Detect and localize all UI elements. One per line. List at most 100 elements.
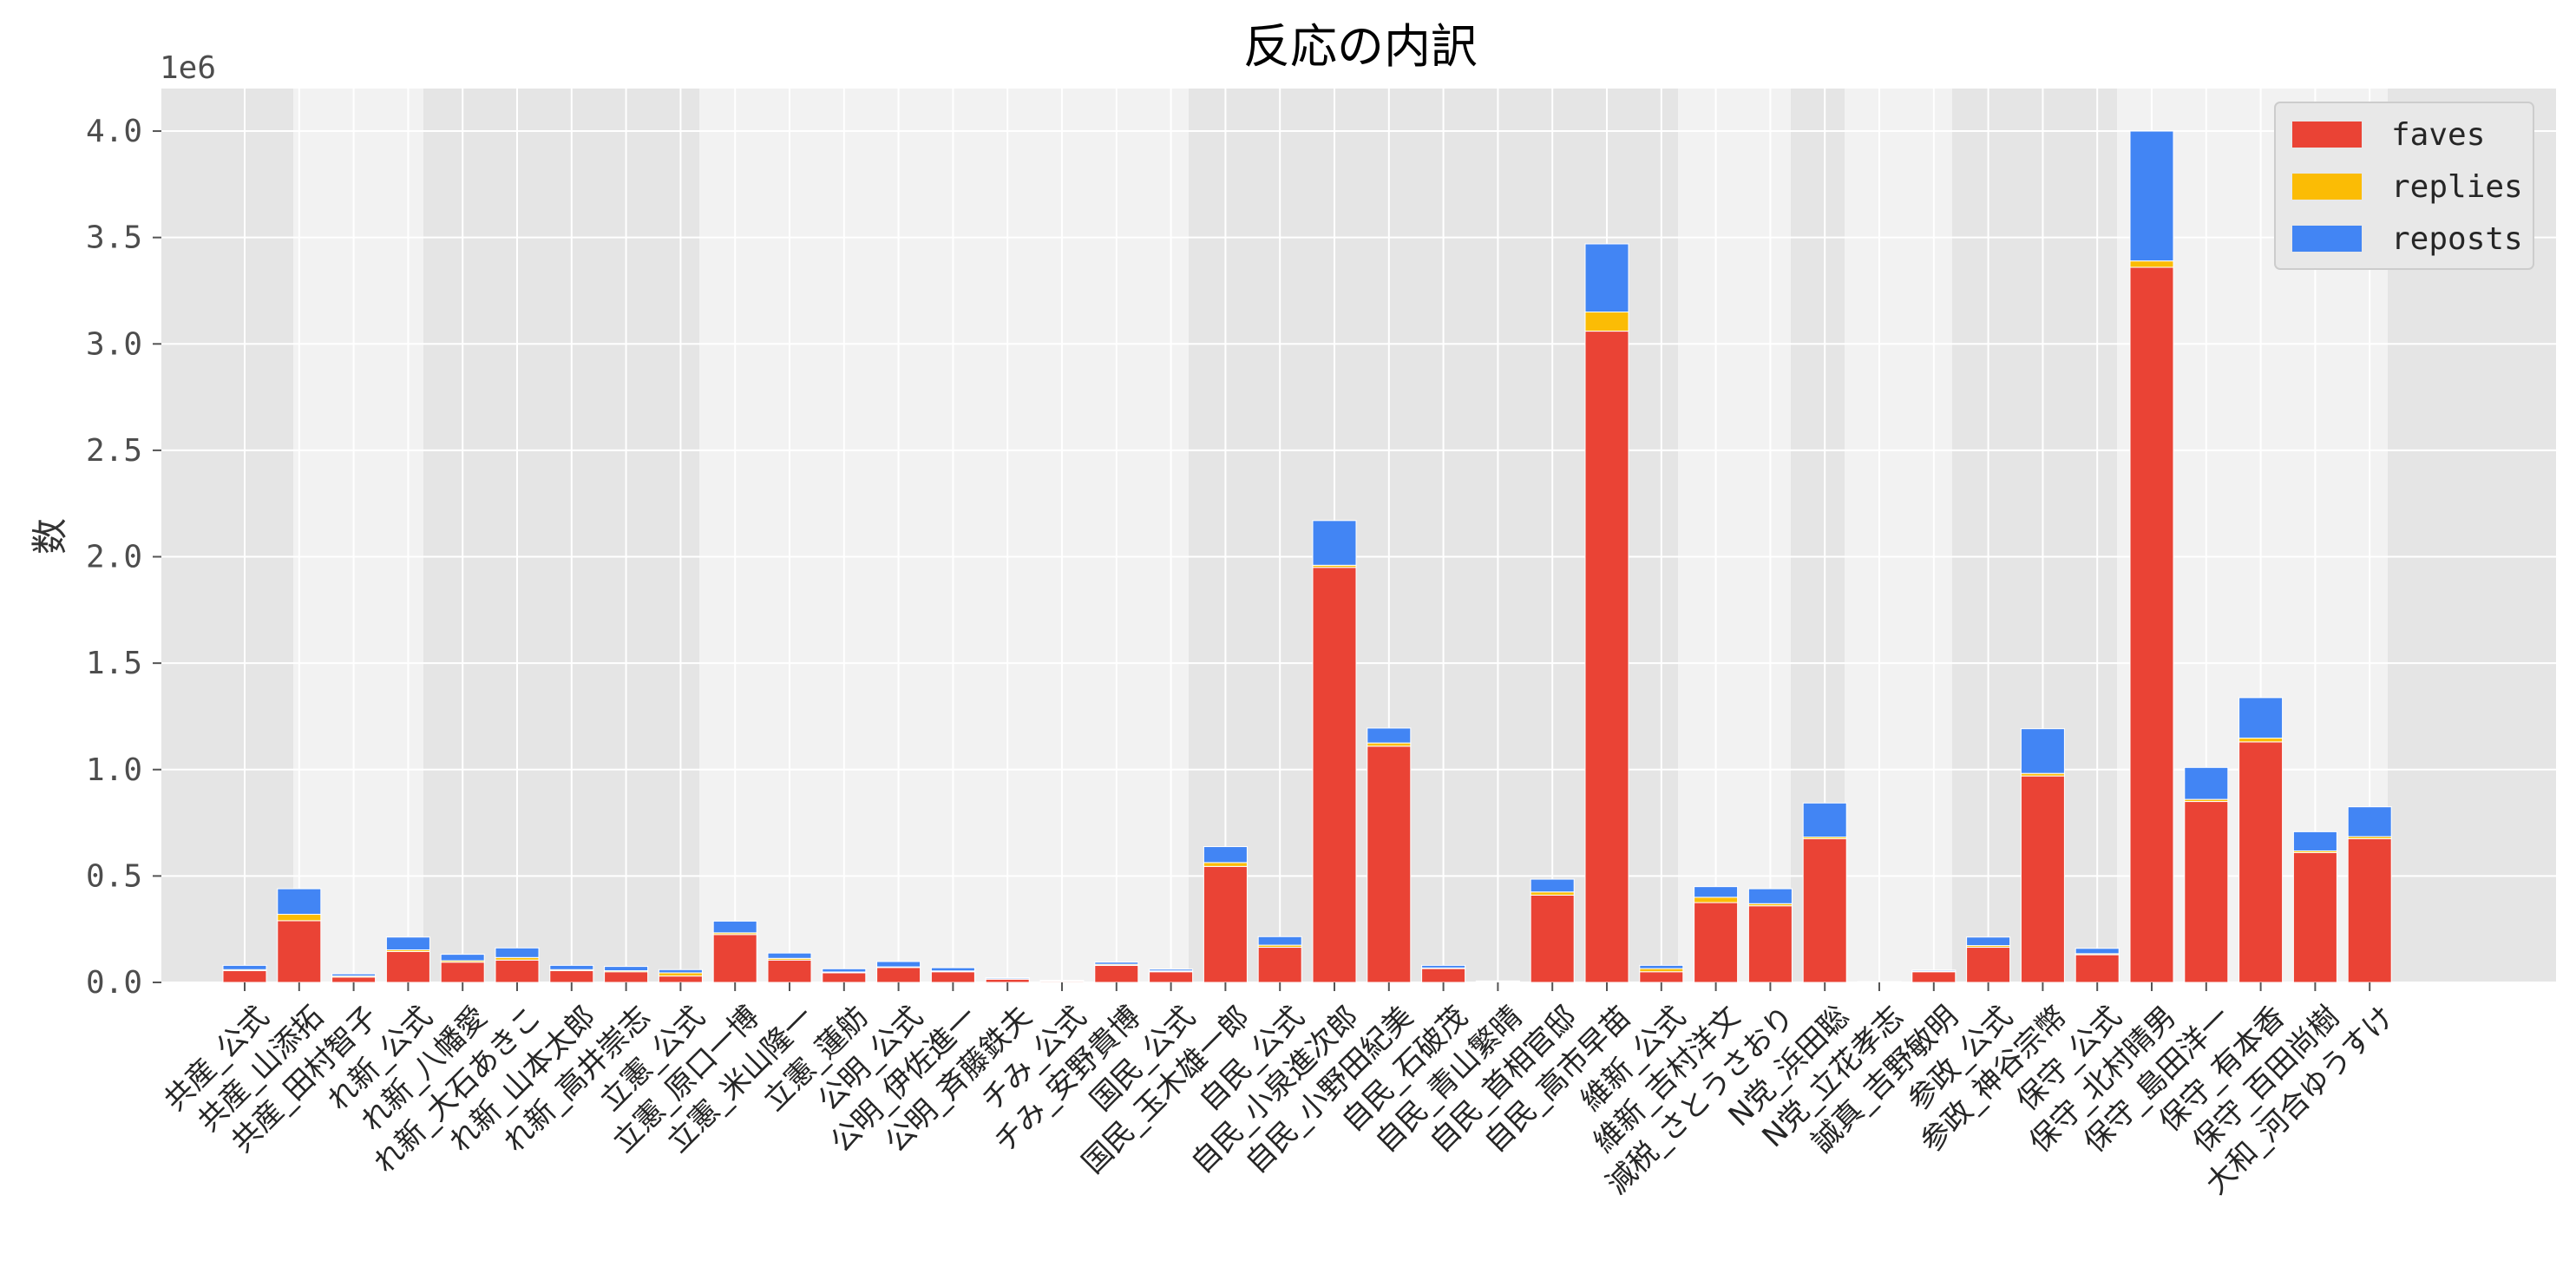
bar-reposts-28: [1747, 888, 1793, 904]
bar-faves-38: [2292, 851, 2337, 983]
y-tick-label: 3.5: [86, 220, 142, 256]
bar-reposts-22: [1421, 964, 1466, 969]
bar-faves-12: [876, 967, 921, 983]
y-axis-label: 数: [29, 518, 71, 555]
bar-reposts-26: [1639, 964, 1684, 969]
legend: faves replies reposts: [2274, 102, 2534, 270]
bar-faves-4: [440, 962, 485, 983]
y-offset-label: 1e6: [160, 50, 216, 86]
bar-faves-14: [985, 978, 1030, 983]
bar-reposts-12: [876, 961, 921, 968]
bar-reposts-5: [495, 947, 540, 958]
y-tick-label: 1.5: [86, 646, 142, 681]
bar-reposts-21: [1367, 727, 1412, 744]
y-tick-label: 4.0: [86, 114, 142, 149]
bar-reposts-25: [1584, 243, 1629, 312]
bar-faves-25: [1584, 331, 1629, 983]
legend-swatch-reposts: [2292, 226, 2362, 252]
bar-reposts-7: [604, 966, 649, 972]
bar-faves-21: [1367, 745, 1412, 983]
shading-band: [1678, 89, 1791, 982]
bar-reposts-20: [1312, 520, 1357, 566]
bar-faves-8: [658, 975, 703, 983]
bar-faves-33: [2020, 775, 2065, 983]
bar-reposts-35: [2129, 130, 2174, 262]
bar-reposts-11: [822, 968, 867, 973]
bar-reposts-8: [658, 969, 703, 974]
bar-reposts-13: [930, 967, 975, 972]
bar-faves-31: [1911, 971, 1957, 983]
y-tick-label: 1.0: [86, 752, 142, 788]
bar-faves-29: [1802, 837, 1847, 983]
y-tick-label: 0.0: [86, 965, 142, 1001]
bar-faves-5: [495, 959, 540, 983]
bar-faves-13: [930, 971, 975, 983]
bar-replies-27: [1694, 896, 1739, 903]
bar-faves-37: [2238, 741, 2284, 983]
bar-faves-27: [1694, 902, 1739, 983]
bar-faves-6: [549, 970, 594, 983]
bar-replies-24: [1530, 891, 1575, 896]
bar-reposts-3: [385, 936, 430, 950]
y-tick-label: 0.5: [86, 858, 142, 894]
bar-reposts-2: [331, 973, 377, 977]
bar-reposts-15: [1039, 980, 1085, 982]
bar-reposts-10: [767, 952, 812, 959]
bar-reposts-37: [2238, 697, 2284, 739]
y-axis-ticks: 0.0 0.5 1.0 1.5 2.0 2.5 3.0 3.5 4.0: [86, 114, 161, 1001]
bar-replies-1: [277, 914, 322, 922]
bar-replies-35: [2129, 260, 2174, 268]
shading-band: [916, 89, 1189, 982]
bar-faves-18: [1203, 865, 1248, 983]
bar-faves-39: [2347, 837, 2392, 983]
bar-reposts-0: [222, 964, 267, 970]
bar-faves-26: [1639, 971, 1684, 983]
bar-faves-22: [1421, 968, 1466, 983]
bar-replies-18: [1203, 862, 1248, 867]
bar-faves-35: [2129, 266, 2174, 983]
legend-label-faves: faves: [2391, 117, 2485, 153]
bar-reposts-9: [712, 920, 757, 934]
bar-reposts-33: [2020, 728, 2065, 774]
shading-band: [1845, 89, 1952, 982]
bar-faves-3: [385, 950, 430, 983]
bar-faves-9: [712, 934, 757, 983]
bar-faves-0: [222, 970, 267, 983]
bar-reposts-31: [1911, 969, 1957, 972]
bar-reposts-17: [1149, 969, 1194, 972]
bar-faves-17: [1149, 971, 1194, 983]
bar-reposts-38: [2292, 831, 2337, 851]
legend-swatch-replies: [2292, 174, 2362, 200]
bar-faves-19: [1257, 947, 1302, 983]
bar-replies-21: [1367, 742, 1412, 747]
bar-reposts-14: [985, 977, 1030, 980]
bar-reposts-24: [1530, 878, 1575, 893]
bar-reposts-36: [2184, 766, 2229, 800]
bar-reposts-32: [1966, 936, 2011, 947]
shading-band: [293, 89, 423, 982]
y-tick-label: 2.0: [86, 540, 142, 575]
shading-band: [699, 89, 916, 982]
bar-faves-28: [1747, 905, 1793, 983]
bar-reposts-34: [2075, 948, 2120, 955]
bar-faves-20: [1312, 567, 1357, 983]
bar-faves-1: [277, 920, 322, 983]
bar-reposts-4: [440, 954, 485, 962]
bar-faves-34: [2075, 954, 2120, 983]
bar-replies-8: [658, 972, 703, 977]
bar-reposts-29: [1802, 802, 1847, 838]
legend-label-replies: replies: [2391, 169, 2523, 205]
legend-label-reposts: reposts: [2391, 221, 2523, 257]
bar-reposts-39: [2347, 806, 2392, 837]
bar-faves-24: [1530, 894, 1575, 983]
bar-reposts-16: [1094, 962, 1139, 965]
bar-faves-10: [767, 959, 812, 983]
bar-faves-16: [1094, 964, 1139, 983]
bar-replies-37: [2238, 737, 2284, 743]
bar-reposts-19: [1257, 936, 1302, 946]
bar-faves-2: [331, 976, 377, 983]
bar-reposts-6: [549, 964, 594, 970]
bar-faves-32: [1966, 947, 2011, 983]
